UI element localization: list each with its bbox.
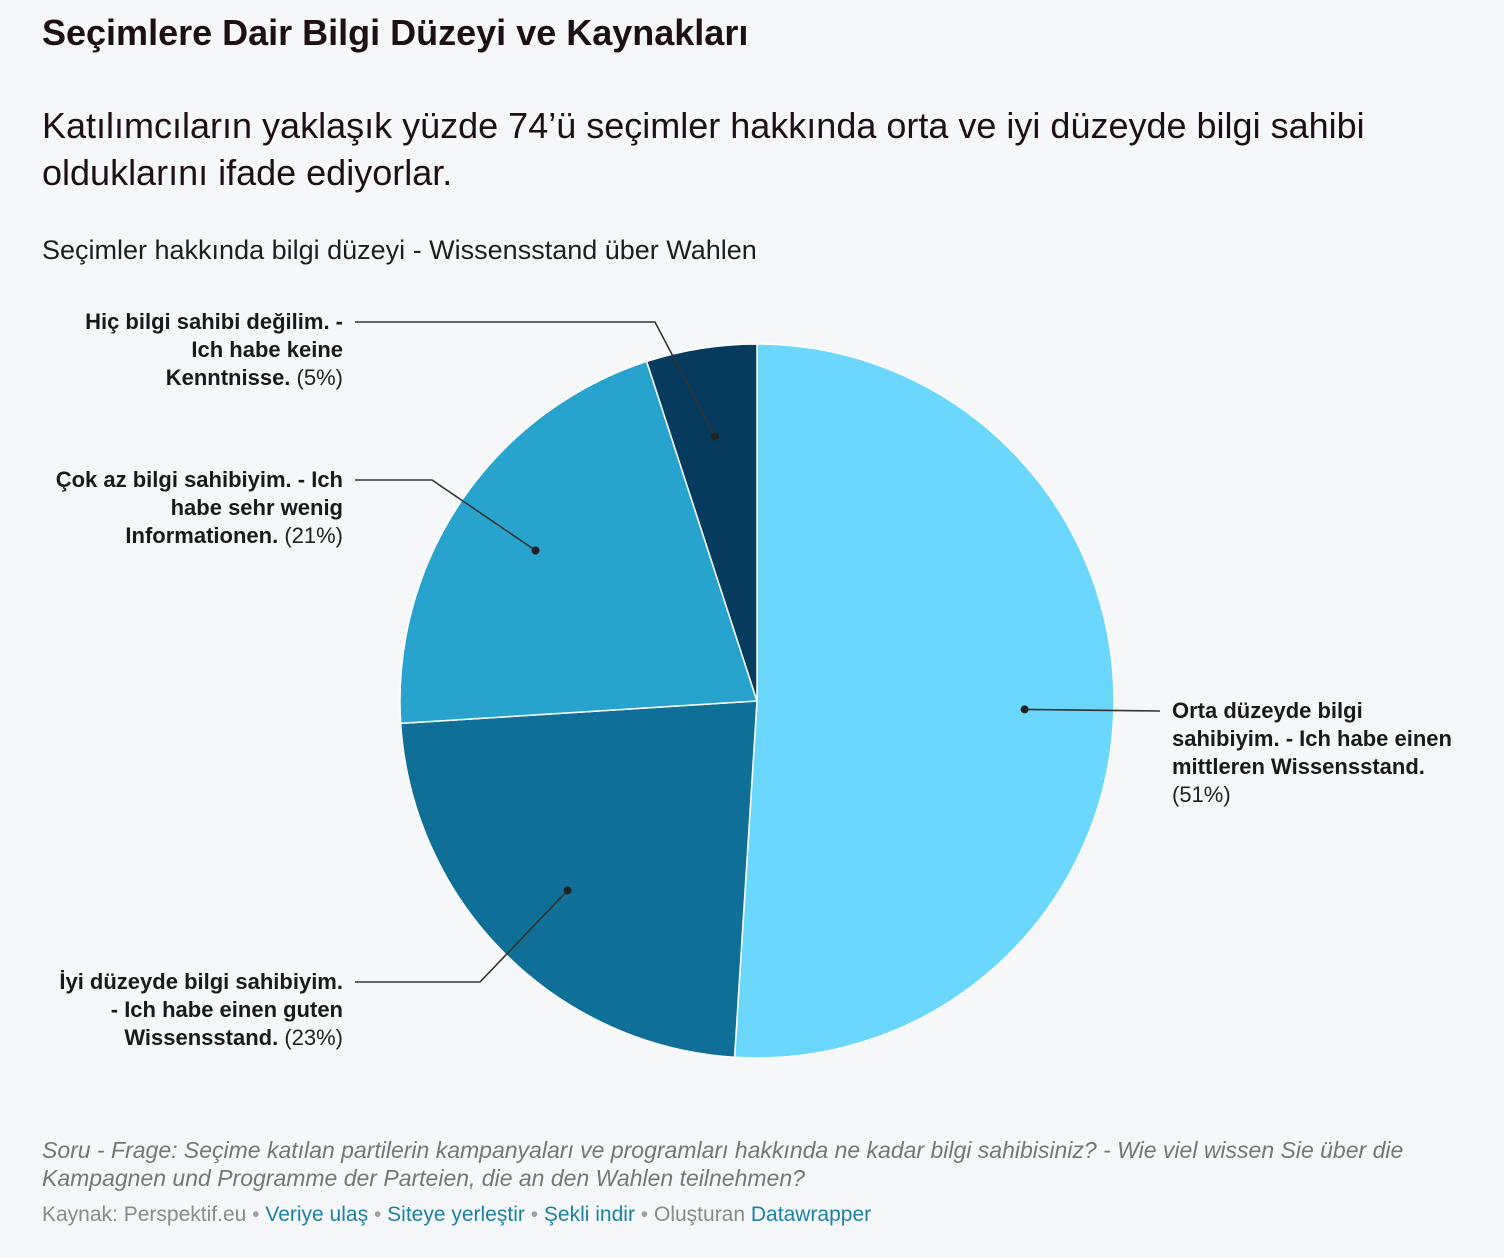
pie-slice-cok-az [399, 360, 758, 725]
chart-title: Seçimler hakkında bilgi düzeyi - Wissens… [42, 235, 757, 265]
created-with-label: Oluşturan [654, 1203, 746, 1226]
pie-leader-lines [355, 321, 1161, 983]
pie-slices [399, 343, 1115, 1059]
slice-value-label: (51%) [1172, 782, 1231, 807]
leader-line-orta-duzeyde [1024, 708, 1161, 712]
leader-dot-cok-az [531, 546, 540, 555]
footer-separator: • [252, 1203, 260, 1226]
footer-separator: • [530, 1203, 539, 1226]
leader-line-hic [355, 321, 716, 437]
embed-link[interactable]: Siteye yerleştir [387, 1203, 525, 1226]
slice-label-text: Orta düzeyde bilgi sahibiyim. - Ich habe… [1172, 698, 1452, 779]
slice-label-orta-duzeyde: Orta düzeyde bilgi sahibiyim. - Ich habe… [1172, 697, 1462, 809]
chart-notes: Soru - Frage: Seçime katılan partilerin … [42, 1137, 1404, 1191]
slice-value-label: (5%) [296, 365, 343, 390]
slice-label-iyi-duzeyde: İyi düzeyde bilgi sahibiyim. - Ich habe … [53, 968, 343, 1052]
source-name: Perspektif.eu [123, 1203, 247, 1226]
footer: Kaynak: Perspektif.eu • Veriye ulaş • Si… [42, 1201, 871, 1229]
pie-slice-orta-duzeyde [733, 343, 1115, 1059]
footer-separator: • [640, 1203, 649, 1226]
source-label: Kaynak: [42, 1203, 118, 1226]
chart-description: Katılımcıların yaklaşık yüzde 74’ü seçim… [42, 105, 1365, 193]
slice-label-text: İyi düzeyde bilgi sahibiyim. - Ich habe … [59, 969, 343, 1050]
download-image-link[interactable]: Şekli indir [543, 1203, 635, 1226]
leader-line-cok-az [355, 479, 536, 552]
leader-line-iyi-duzeyde [355, 889, 569, 983]
slice-value-label: (21%) [284, 523, 343, 548]
slice-label-text: Çok az bilgi sahibiyim. - Ich habe sehr … [55, 467, 343, 548]
headline: Seçimlere Dair Bilgi Düzeyi ve Kaynaklar… [42, 12, 749, 53]
slice-label-text: Hiç bilgi sahibi değilim. - Ich habe kei… [85, 309, 343, 390]
slice-value-label: (23%) [284, 1025, 343, 1050]
leader-dot-orta-duzeyde [1020, 705, 1029, 714]
datawrapper-link[interactable]: Datawrapper [750, 1203, 872, 1226]
slice-label-cok-az: Çok az bilgi sahibiyim. - Ich habe sehr … [43, 466, 343, 550]
footer-separator: • [373, 1203, 382, 1226]
slice-label-hic: Hiç bilgi sahibi değilim. - Ich habe kei… [68, 308, 343, 392]
get-data-link[interactable]: Veriye ulaş [265, 1203, 369, 1226]
leader-dot-iyi-duzeyde [563, 886, 572, 895]
pie-slice-hic [645, 343, 758, 702]
leader-dot-hic [711, 432, 720, 441]
pie-slice-iyi-duzeyde [399, 700, 758, 1059]
